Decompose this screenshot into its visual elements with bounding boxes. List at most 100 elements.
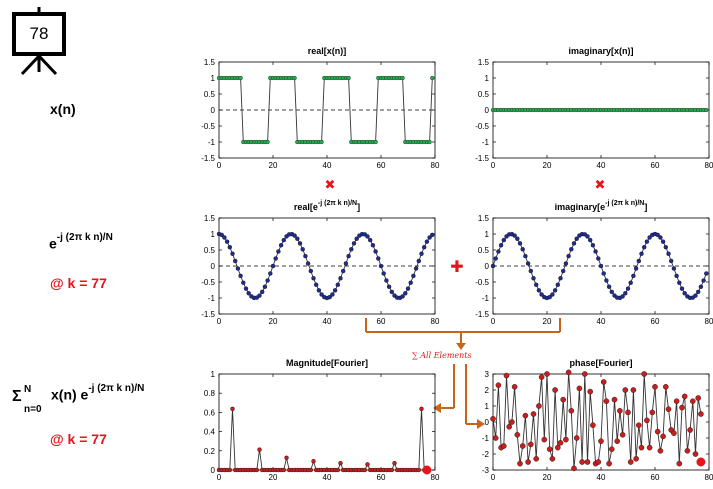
chart-title: real[e-j (2π k n)/N] bbox=[294, 200, 360, 212]
data-point bbox=[519, 443, 526, 449]
data-point bbox=[346, 75, 351, 81]
y-tick-label: -1 bbox=[482, 138, 490, 147]
data-point bbox=[222, 235, 227, 240]
data-point bbox=[297, 241, 303, 246]
data-point bbox=[424, 239, 430, 244]
data-point bbox=[625, 409, 631, 416]
data-point bbox=[679, 404, 685, 411]
sum-k-label: @ k = 77 bbox=[50, 431, 107, 447]
data-point bbox=[278, 243, 284, 248]
data-point bbox=[611, 396, 618, 403]
x-tick-label: 0 bbox=[491, 473, 496, 482]
data-point bbox=[585, 234, 590, 239]
data-point bbox=[539, 292, 544, 297]
data-point bbox=[639, 251, 644, 256]
data-point bbox=[534, 282, 539, 288]
data-point bbox=[219, 232, 224, 238]
y-tick-label: 1 bbox=[211, 370, 216, 379]
data-point bbox=[627, 459, 634, 465]
data-point bbox=[335, 467, 340, 473]
data-point bbox=[365, 234, 370, 239]
data-point bbox=[511, 383, 518, 390]
data-point bbox=[314, 282, 319, 288]
data-point bbox=[663, 244, 668, 250]
data-point bbox=[674, 273, 679, 279]
data-point bbox=[300, 247, 305, 252]
data-point bbox=[370, 243, 376, 248]
data-point bbox=[561, 268, 566, 274]
chart-title: real[x(n)] bbox=[308, 46, 347, 56]
y-tick-label: 1.5 bbox=[478, 214, 490, 223]
data-point bbox=[541, 436, 548, 443]
data-point bbox=[657, 447, 664, 454]
data-point bbox=[327, 294, 332, 300]
data-point bbox=[246, 291, 251, 296]
x-tick-label: 60 bbox=[377, 317, 386, 326]
data-point bbox=[573, 435, 580, 441]
x-tick-label: 60 bbox=[377, 473, 386, 482]
data-point bbox=[536, 403, 542, 409]
x-tick-label: 80 bbox=[431, 473, 440, 482]
presentation-board-icon: 78 bbox=[12, 7, 66, 76]
data-point bbox=[273, 256, 278, 261]
data-point bbox=[565, 369, 572, 376]
data-point bbox=[569, 247, 574, 252]
data-point bbox=[232, 258, 238, 264]
data-point bbox=[549, 455, 556, 462]
data-point bbox=[490, 263, 496, 269]
data-point bbox=[669, 258, 674, 264]
data-point bbox=[362, 467, 367, 473]
data-point bbox=[276, 249, 281, 254]
data-point bbox=[558, 276, 563, 281]
data-point bbox=[230, 251, 235, 256]
data-point bbox=[660, 239, 666, 244]
data-point bbox=[408, 280, 413, 285]
data-point bbox=[619, 431, 626, 438]
data-point bbox=[235, 266, 241, 271]
data-point bbox=[571, 465, 577, 472]
data-point bbox=[620, 294, 625, 299]
data-point bbox=[698, 284, 704, 289]
x-tick-label: 20 bbox=[269, 473, 278, 482]
data-point bbox=[555, 282, 560, 288]
kernel-label: e-j (2π k n)/N bbox=[49, 232, 113, 252]
slide-number: 78 bbox=[30, 24, 49, 43]
data-point bbox=[368, 237, 373, 243]
data-point bbox=[590, 422, 596, 429]
y-tick-label: 0.4 bbox=[204, 428, 216, 437]
y-tick-label: 1.5 bbox=[478, 58, 490, 67]
sum-body-label: x(n) e-j (2π k n)/N bbox=[51, 383, 144, 403]
x-tick-label: 80 bbox=[705, 317, 713, 326]
multiply-icon-left: ✖ bbox=[325, 178, 336, 193]
data-point bbox=[403, 291, 408, 296]
data-point bbox=[316, 288, 322, 293]
data-point bbox=[376, 256, 381, 261]
data-point bbox=[690, 398, 696, 405]
data-point bbox=[400, 294, 405, 299]
data-point bbox=[346, 253, 351, 259]
data-point bbox=[638, 444, 645, 451]
data-point bbox=[682, 291, 687, 296]
chart-title: imaginary[x(n)] bbox=[568, 46, 633, 56]
y-tick-label: -1 bbox=[208, 138, 216, 147]
data-point bbox=[633, 266, 639, 271]
y-tick-label: 0 bbox=[211, 466, 216, 475]
data-point bbox=[595, 459, 602, 465]
sum-lower: n=0 bbox=[24, 404, 42, 415]
data-point bbox=[514, 431, 521, 438]
data-point bbox=[552, 288, 558, 293]
y-tick-label: -0.5 bbox=[475, 122, 489, 131]
multiply-icon-right: ✖ bbox=[595, 178, 606, 193]
data-point bbox=[515, 236, 520, 241]
data-point bbox=[574, 236, 579, 241]
data-point bbox=[704, 107, 709, 113]
data-point bbox=[411, 273, 416, 279]
data-point bbox=[319, 292, 324, 297]
data-point bbox=[224, 239, 230, 244]
data-point bbox=[305, 261, 311, 266]
data-point bbox=[684, 447, 691, 454]
data-point bbox=[622, 387, 629, 393]
data-point bbox=[579, 459, 585, 465]
data-point bbox=[644, 417, 650, 424]
